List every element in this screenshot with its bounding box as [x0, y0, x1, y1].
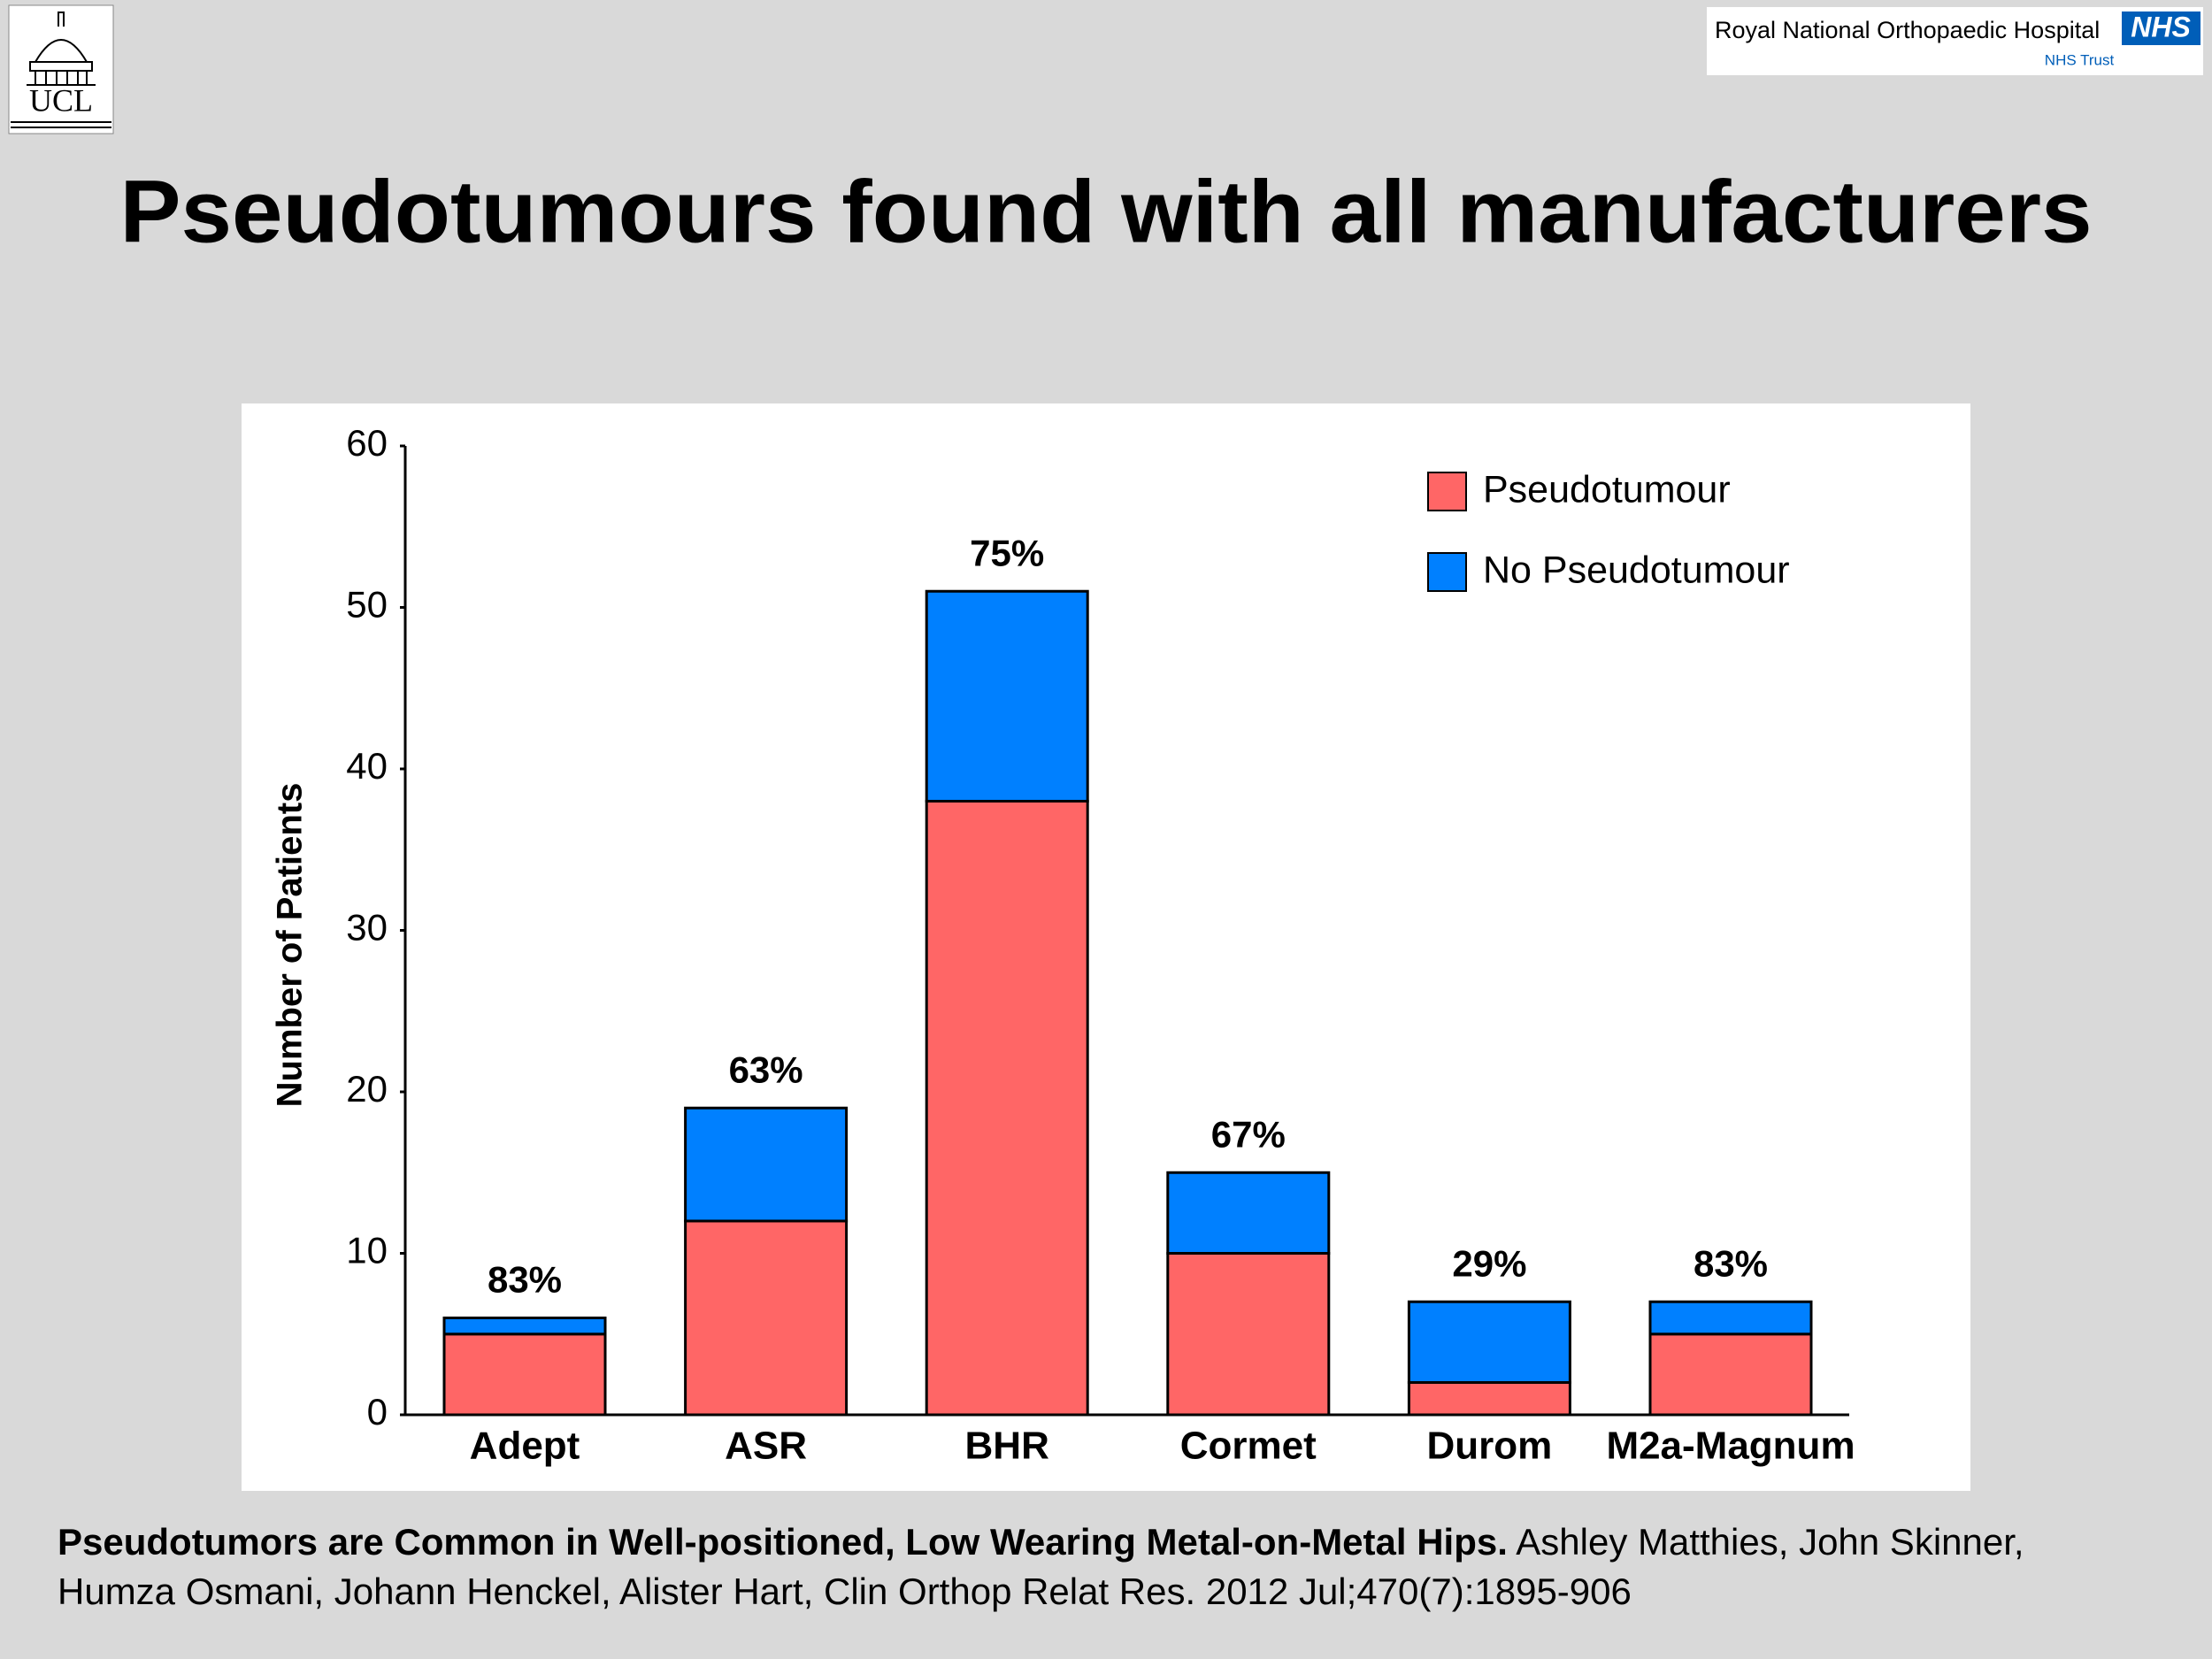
chart: 0 10 20 30 40 50 60 83% Adept 63% ASR 75% BHR 67% Corm… — [346, 422, 1855, 1468]
bar-label: 75% — [970, 532, 1044, 573]
ucl-logo — [8, 4, 114, 134]
legend-swatch — [1427, 552, 1467, 592]
bar-segment — [1407, 1381, 1571, 1417]
nhs-box — [2122, 12, 2200, 45]
bar-label: 29% — [1452, 1242, 1526, 1284]
citation-line-2: Humza Osmani, Johann Henckel, Alister Ha… — [58, 1571, 1632, 1612]
x-tick-label: BHR — [965, 1425, 1049, 1468]
y-tick-label: 60 — [346, 422, 388, 464]
trust-text: NHS Trust — [2045, 51, 2115, 68]
x-tick-label: Durom — [1427, 1425, 1553, 1468]
bar-segment — [684, 1106, 849, 1223]
y-axis-label: Number of Patients — [271, 783, 310, 1108]
hospital-logo — [1707, 7, 2203, 75]
citation-authors: Ashley Matthies, John Skinner, — [1516, 1521, 2024, 1563]
bar-segment — [925, 589, 1089, 803]
x-tick-label: M2a-Magnum — [1606, 1425, 1855, 1468]
y-tick-label: 40 — [346, 745, 388, 787]
bar-segment — [1166, 1252, 1331, 1417]
y-tick-label: 30 — [346, 907, 388, 949]
bar-label: 63% — [729, 1048, 803, 1090]
legend-label: No Pseudotumour — [1483, 549, 1790, 591]
nhs-text: NHS — [2131, 11, 2191, 42]
bar-label: 67% — [1211, 1113, 1286, 1155]
x-tick-label: Adept — [470, 1425, 580, 1468]
bar-segment — [442, 1333, 607, 1417]
legend-label: Pseudotumour — [1483, 468, 1731, 511]
bar-segment — [1648, 1333, 1813, 1417]
y-tick-label: 50 — [346, 584, 388, 626]
y-tick-label: 0 — [367, 1391, 388, 1432]
legend-swatch — [1427, 472, 1467, 511]
y-tick-label: 10 — [346, 1230, 388, 1271]
bar-segment — [442, 1317, 607, 1336]
bar-label: 83% — [1694, 1242, 1768, 1284]
bar-segment — [1407, 1300, 1571, 1384]
citation-title: Pseudotumors are Common in Well-position… — [58, 1521, 1508, 1563]
bar-segment — [925, 800, 1089, 1417]
citation-line-1: Pseudotumors are Common in Well-position… — [58, 1521, 2024, 1563]
slide-title: Pseudotumours found with all manufacture… — [120, 162, 2093, 261]
hospital-name: Royal National Orthopaedic Hospital — [1715, 17, 2100, 43]
x-tick-label: ASR — [725, 1425, 807, 1468]
bar-label: 83% — [488, 1259, 562, 1301]
bar-segment — [1648, 1300, 1813, 1336]
x-tick-label: Cormet — [1180, 1425, 1317, 1468]
ucl-text: UCL — [29, 82, 93, 118]
bar-segment — [684, 1219, 849, 1417]
y-tick-label: 20 — [346, 1068, 388, 1110]
bar-segment — [1166, 1171, 1331, 1255]
